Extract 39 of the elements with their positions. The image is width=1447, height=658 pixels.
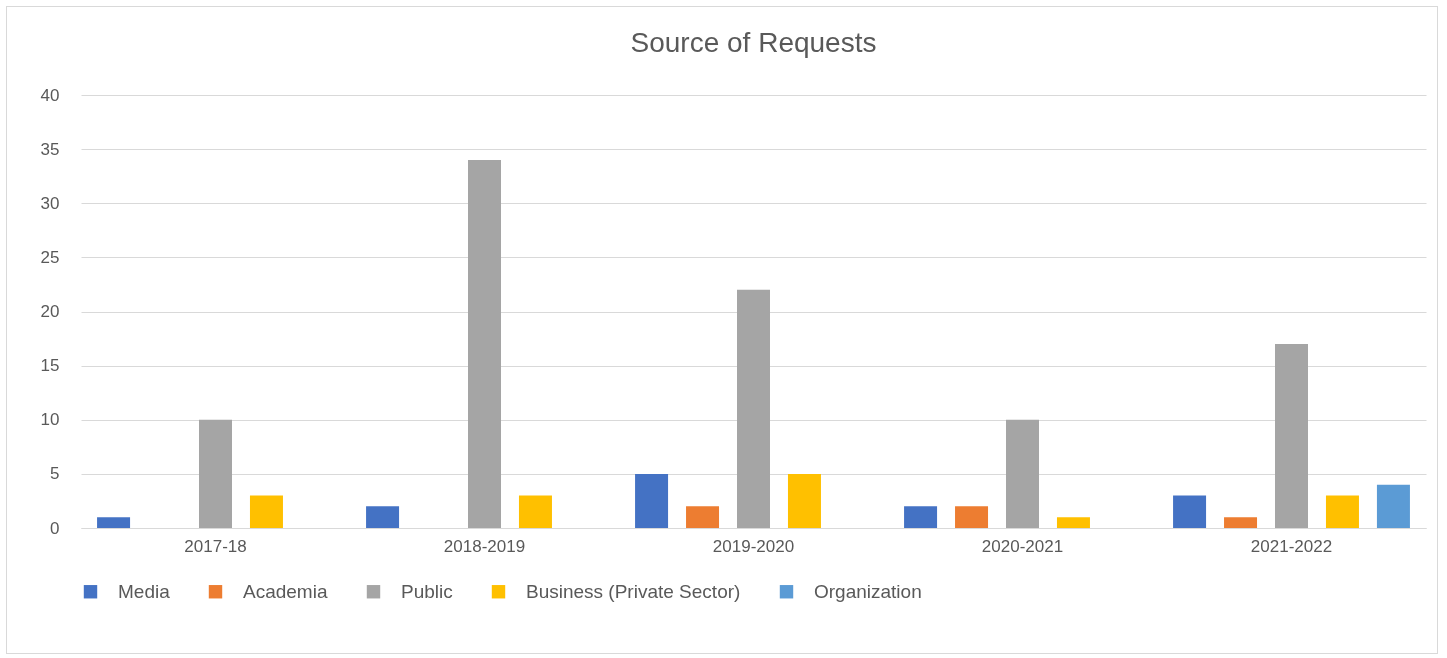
y-tick-label: 30 [40,193,60,213]
bar [199,419,232,528]
y-tick-label: 25 [40,247,60,267]
bar [366,506,400,528]
bar [518,495,552,528]
legend-label: Public [401,580,453,602]
bar [468,159,501,528]
y-tick-label: 35 [40,139,60,159]
x-tick-label: 2019-2020 [712,536,795,556]
x-tick-label: 2020-2021 [981,536,1064,556]
bar [97,517,131,528]
x-tick-label: 2018-2019 [443,536,526,556]
legend-label: Organization [814,580,922,602]
bar [1173,495,1207,528]
y-tick-label: 40 [40,85,60,105]
y-tick-label: 20 [40,302,60,321]
bar [1376,484,1410,528]
bar [1056,517,1090,528]
legend-label: Media [118,580,171,602]
x-tick-label: 2017-18 [184,536,247,556]
legend-label: Academia [243,580,328,602]
bar [737,289,770,528]
bar [249,495,283,528]
y-tick-label: 5 [50,464,60,484]
bar [787,473,821,528]
bar [904,506,938,528]
x-tick-label: 2021-2022 [1250,536,1333,556]
y-tick-label: 10 [40,410,60,430]
bar [1006,419,1039,528]
bar [686,506,720,528]
bar [955,506,989,528]
bar [1275,343,1308,528]
y-tick-label: 0 [50,518,60,538]
chart-title: Source of Requests [630,27,877,58]
legend-label: Business (Private Sector) [526,580,741,602]
bar [1325,495,1359,528]
bar [635,473,669,528]
bar [1224,517,1258,528]
y-tick-label: 15 [40,356,60,376]
